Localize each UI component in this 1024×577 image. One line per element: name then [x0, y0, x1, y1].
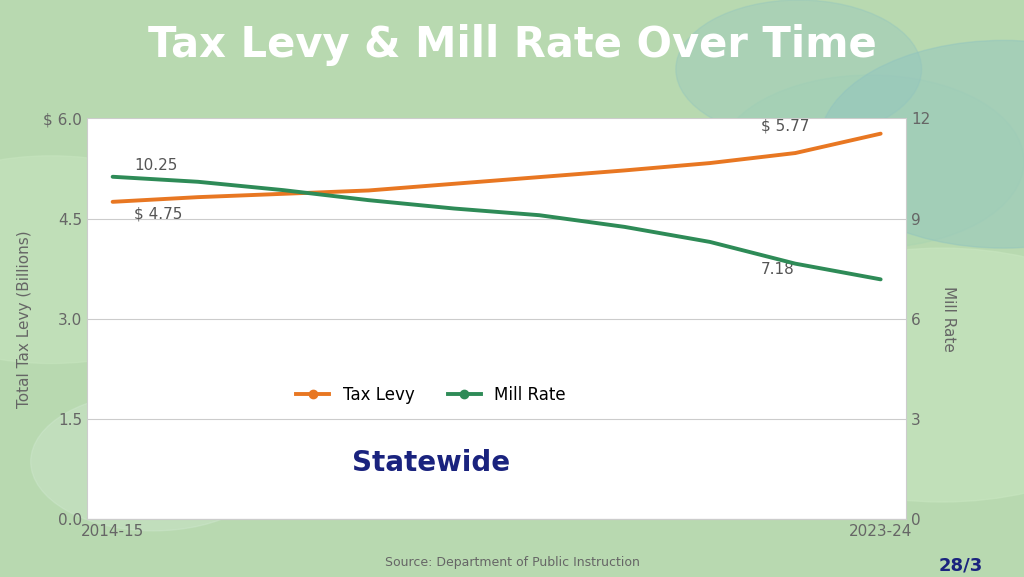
Text: Tax Levy & Mill Rate Over Time: Tax Levy & Mill Rate Over Time: [147, 24, 877, 66]
Text: 28/3: 28/3: [939, 556, 983, 575]
Circle shape: [717, 75, 1024, 248]
Circle shape: [31, 392, 276, 531]
Circle shape: [819, 40, 1024, 248]
Text: Statewide: Statewide: [352, 449, 510, 477]
Circle shape: [676, 0, 922, 138]
Text: $ 4.75: $ 4.75: [134, 207, 182, 222]
Text: 10.25: 10.25: [134, 158, 177, 173]
Text: Source: Department of Public Instruction: Source: Department of Public Instruction: [385, 556, 639, 569]
Circle shape: [717, 248, 1024, 502]
Text: 7.18: 7.18: [761, 262, 795, 277]
Y-axis label: Total Tax Levy (Billions): Total Tax Levy (Billions): [17, 230, 32, 407]
Legend: Tax Levy, Mill Rate: Tax Levy, Mill Rate: [290, 380, 572, 411]
Text: $ 5.77: $ 5.77: [761, 118, 810, 133]
Circle shape: [0, 156, 236, 364]
Y-axis label: Mill Rate: Mill Rate: [941, 286, 956, 352]
